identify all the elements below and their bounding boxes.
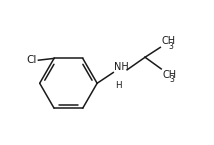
Text: 3: 3 [169,75,174,84]
Text: CH: CH [162,70,176,80]
Text: CH: CH [161,36,175,46]
Text: Cl: Cl [27,55,37,65]
Text: NH: NH [114,62,129,72]
Text: 3: 3 [168,42,173,51]
Text: H: H [116,81,122,90]
